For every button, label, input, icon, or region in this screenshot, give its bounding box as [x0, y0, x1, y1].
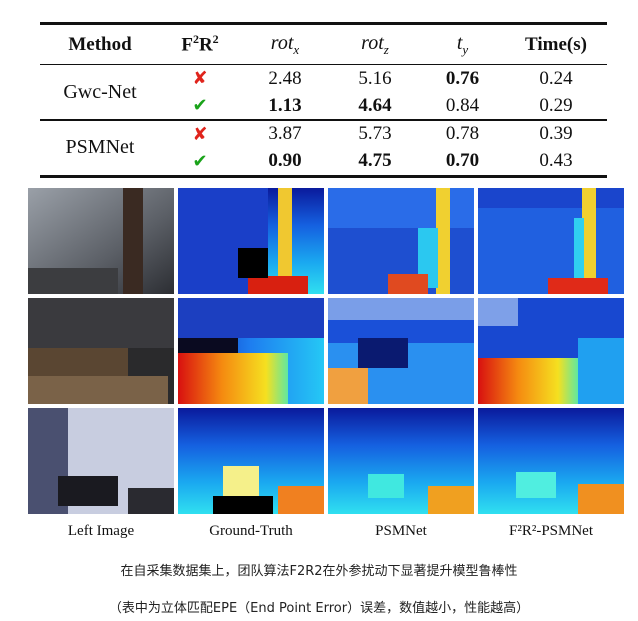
cross-icon: ✘	[192, 123, 208, 145]
psmnet-row1	[328, 188, 474, 294]
ground-truth-row2	[178, 298, 324, 404]
table-row: ✔ 1.13 4.64 0.84 0.29	[160, 92, 607, 119]
cell-rot-x: 1.13	[268, 94, 302, 116]
f2r2-psmnet-row3	[478, 408, 624, 514]
f2r2-psmnet-row1	[478, 188, 624, 294]
check-icon: ✔	[192, 95, 208, 117]
table-row: ✔ 0.90 4.75 0.70 0.43	[160, 148, 607, 175]
table-header-row: Method F2R2 rotx rotz ty Time(s)	[40, 25, 607, 64]
cell-time: 0.24	[539, 67, 573, 89]
table-header-rule	[40, 64, 607, 66]
left-image-row2	[28, 298, 174, 404]
header-f2r2: F2R2	[181, 32, 219, 56]
table-row: ✘ 2.48 5.16 0.76 0.24	[160, 65, 607, 92]
psmnet-row3	[328, 408, 474, 514]
psmnet-row2	[328, 298, 474, 404]
header-t-y: ty	[456, 31, 469, 57]
caption-line-2: （表中为立体匹配EPE（End Point Error）误差，数值越小，性能越高…	[108, 601, 530, 616]
table-row: ✘ 3.87 5.73 0.78 0.39	[160, 121, 607, 148]
left-image-row3	[28, 408, 174, 514]
table-bottom-rule	[40, 174, 607, 178]
method-cell: Gwc-Net	[63, 80, 137, 103]
cell-time: 0.43	[539, 150, 573, 172]
cross-icon: ✘	[192, 68, 208, 90]
method-cell: PSMNet	[65, 136, 135, 159]
header-method: Method	[68, 33, 132, 55]
cell-t-y: 0.76	[445, 67, 480, 89]
header-rot-x: rotx	[270, 31, 300, 57]
table-top-rule	[40, 22, 607, 25]
table-group-rule	[40, 119, 607, 121]
cell-rot-x: 0.90	[268, 150, 302, 172]
label-left-image: Left Image	[67, 523, 135, 539]
label-f2r2-psmnet: F²R²-PSMNet	[508, 523, 594, 539]
table-group-gwcnet: Gwc-Net ✘ 2.48 5.16 0.76 0.24 ✔ 1.13 4.6…	[40, 65, 607, 119]
caption-line-1: 在自采集数据集上，团队算法F2R2在外参扰动下显著提升模型鲁棒性	[120, 564, 518, 579]
results-table: Method F2R2 rotx rotz ty Time(s) Gwc-Net…	[40, 22, 607, 178]
cell-rot-x: 3.87	[268, 123, 302, 145]
header-rot-z: rotz	[361, 31, 389, 57]
cell-t-y: 0.70	[445, 150, 480, 172]
cell-rot-z: 5.16	[358, 67, 392, 89]
cell-rot-z: 4.64	[358, 94, 392, 116]
label-ground-truth: Ground-Truth	[209, 523, 293, 539]
cell-rot-z: 5.73	[358, 123, 392, 145]
cell-t-y: 0.78	[445, 123, 480, 145]
cell-time: 0.39	[539, 123, 573, 145]
label-psmnet: PSMNet	[375, 523, 427, 539]
cell-rot-z: 4.75	[358, 150, 392, 172]
header-time: Time(s)	[525, 33, 587, 55]
ground-truth-row3	[178, 408, 324, 514]
cell-rot-x: 2.48	[268, 67, 302, 89]
table-group-psmnet: PSMNet ✘ 3.87 5.73 0.78 0.39 ✔ 0.90 4.75…	[40, 121, 607, 175]
left-image-row1	[28, 188, 174, 294]
cell-time: 0.29	[539, 94, 573, 116]
check-icon: ✔	[192, 150, 208, 172]
cell-t-y: 0.84	[445, 94, 480, 116]
f2r2-psmnet-row2	[478, 298, 624, 404]
ground-truth-row1	[178, 188, 324, 294]
